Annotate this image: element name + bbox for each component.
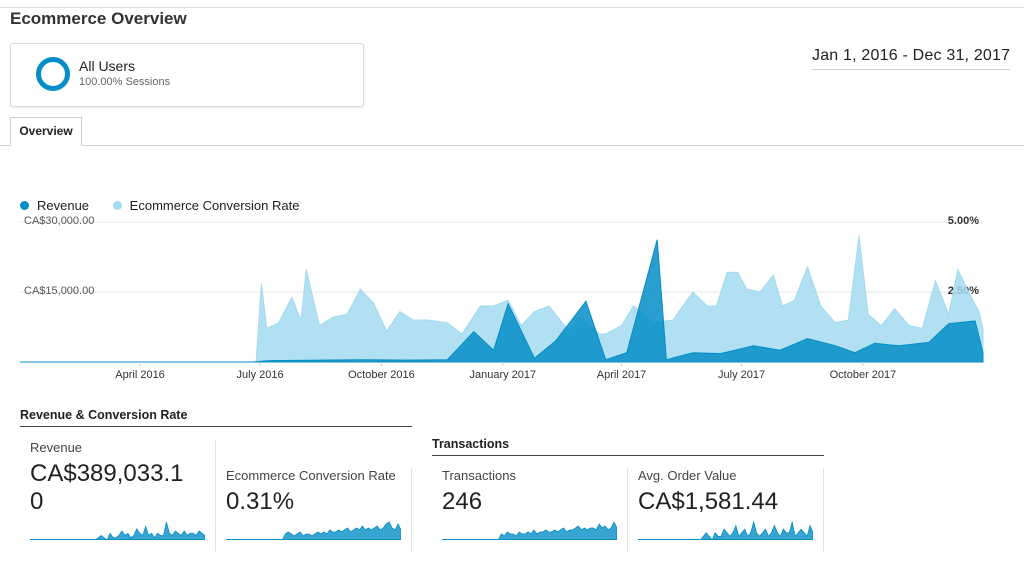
date-range-picker[interactable]: Jan 1, 2016 - Dec 31, 2017 — [812, 47, 1011, 70]
metric-value: CA$389,033.10 — [30, 460, 184, 515]
series-area-revenue — [20, 239, 984, 363]
x-tick-label: July 2016 — [237, 369, 284, 381]
top-divider — [0, 7, 1024, 8]
x-tick-label: July 2017 — [718, 369, 765, 381]
y-right-tick-label: 5.00% — [948, 215, 979, 227]
x-tick-label: April 2017 — [597, 369, 647, 381]
metric-value: 246 — [442, 488, 483, 515]
y-left-tick-label: CA$30,000.00 — [24, 215, 94, 227]
y-left-tick-label: CA$15,000.00 — [24, 285, 94, 297]
x-tick-label: April 2016 — [115, 369, 165, 381]
tab-overview[interactable]: Overview — [10, 117, 82, 146]
metric-name: Transactions — [442, 468, 516, 483]
page-title: Ecommerce Overview — [10, 9, 187, 28]
metric-name: Avg. Order Value — [638, 468, 737, 483]
sparkline-area — [30, 521, 205, 540]
legend-label-conversion: Ecommerce Conversion Rate — [129, 198, 300, 213]
segment-card[interactable]: All Users 100.00% Sessions — [10, 43, 364, 107]
x-tick-label: October 2016 — [348, 369, 415, 381]
legend-dot-revenue-icon — [20, 201, 29, 210]
sparkline — [30, 521, 205, 540]
chart-legend: Revenue Ecommerce Conversion Rate — [20, 198, 319, 213]
metric-card-avg-order-value[interactable]: Avg. Order Value CA$1,581.44 — [628, 468, 824, 552]
legend-item-revenue[interactable]: Revenue — [20, 198, 89, 213]
metric-name: Ecommerce Conversion Rate — [226, 468, 396, 483]
main-chart[interactable]: CA$30,000.00CA$15,000.005.00%2.50%April … — [0, 215, 1024, 385]
tab-bar-divider — [0, 145, 1024, 146]
metric-card-revenue[interactable]: Revenue CA$389,033.10 — [20, 440, 216, 552]
legend-item-conversion[interactable]: Ecommerce Conversion Rate — [112, 198, 300, 213]
legend-label-revenue: Revenue — [37, 198, 90, 213]
sparkline-area — [226, 521, 401, 540]
sparkline — [442, 521, 617, 540]
section-title-transactions: Transactions — [432, 437, 824, 456]
x-tick-label: October 2017 — [830, 369, 897, 381]
sparkline — [226, 521, 401, 540]
x-tick-label: January 2017 — [469, 369, 536, 381]
sparkline — [638, 520, 813, 540]
legend-dot-conversion-icon — [112, 201, 122, 210]
metric-value: CA$1,581.44 — [638, 488, 779, 515]
segment-subtitle: 100.00% Sessions — [79, 76, 171, 88]
segment-name: All Users — [79, 58, 136, 74]
metric-value: 0.31% — [226, 488, 295, 515]
sparkline-area — [442, 521, 617, 540]
segment-donut-icon — [36, 57, 70, 91]
section-title-revenue-conversion: Revenue & Conversion Rate — [20, 408, 412, 427]
metric-name: Revenue — [30, 440, 83, 455]
sparkline-area — [638, 520, 813, 540]
metric-card-transactions[interactable]: Transactions 246 — [432, 468, 628, 552]
series-area-conversion-rate — [20, 235, 984, 363]
metric-card-conversion-rate[interactable]: Ecommerce Conversion Rate 0.31% — [216, 468, 412, 552]
